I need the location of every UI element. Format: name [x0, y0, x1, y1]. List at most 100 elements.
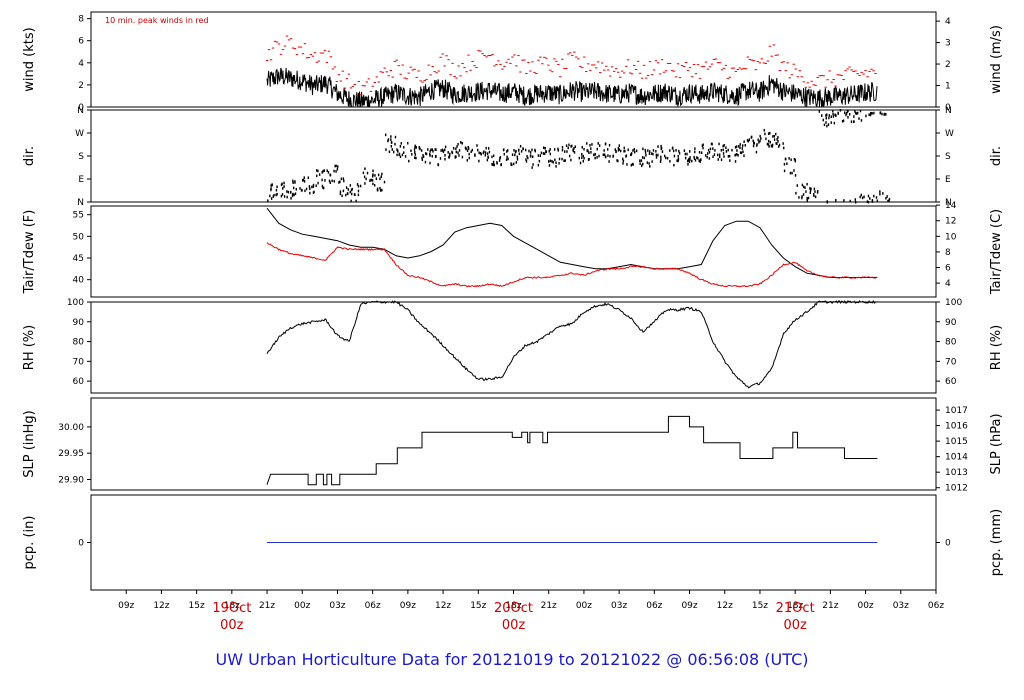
time-tick-label: 06z — [365, 601, 381, 611]
dir-point — [301, 189, 303, 192]
dir-point — [432, 149, 434, 153]
dir-point — [374, 183, 376, 187]
dir-point — [372, 173, 374, 176]
dir-point — [394, 135, 397, 139]
dir-point — [684, 156, 687, 160]
dir-point — [322, 186, 324, 189]
dir-point — [345, 193, 347, 197]
wind-left-tick-label: 0 — [78, 103, 84, 113]
dir-point — [460, 140, 462, 144]
dir-point — [649, 165, 651, 168]
dir-point — [723, 155, 725, 158]
dir-point — [381, 172, 383, 176]
dir-point — [391, 148, 393, 151]
dir-point — [710, 142, 713, 146]
wind-left-tick-label: 6 — [78, 37, 84, 47]
dir-point — [468, 156, 470, 160]
dir-point — [722, 144, 724, 148]
dir-point — [447, 151, 449, 154]
dir-point — [885, 113, 887, 116]
dir-point — [292, 181, 294, 185]
dir-point — [683, 149, 686, 152]
dir-point — [594, 156, 596, 160]
dir-point — [885, 196, 887, 200]
dir-point — [302, 179, 304, 182]
dir-point — [321, 184, 324, 188]
dir-point — [506, 150, 508, 153]
dir-point — [826, 113, 828, 117]
dir-point — [731, 148, 733, 152]
dir-point — [827, 123, 830, 126]
dir-point — [532, 155, 534, 159]
dir-point — [455, 150, 458, 154]
temp-left-tick-label: 55 — [73, 211, 84, 221]
dir-point — [783, 146, 785, 150]
dir-point — [485, 146, 487, 150]
dir-point — [858, 117, 860, 120]
dir-point — [390, 138, 392, 141]
rh-right-tick-label: 70 — [945, 357, 957, 367]
dir-point — [739, 146, 741, 150]
slp-right-tick-label: 1012 — [945, 484, 968, 494]
dir-point — [856, 111, 859, 115]
dir-point — [826, 200, 829, 204]
dir-point — [867, 194, 870, 198]
dir-point — [806, 197, 808, 201]
dir-point — [322, 186, 325, 190]
temp-right-tick-label: 10 — [945, 232, 957, 242]
dir-point — [528, 149, 530, 153]
dir-point — [773, 138, 776, 141]
dir-point — [593, 153, 595, 157]
dir-point — [718, 155, 721, 159]
dir-point — [565, 144, 568, 147]
dir-point — [618, 148, 620, 151]
dir-point — [804, 186, 806, 189]
dir-point — [425, 152, 428, 156]
dir-point — [651, 160, 653, 163]
dir-point — [677, 159, 679, 163]
dir-point — [712, 155, 714, 159]
dir-point — [844, 111, 846, 115]
dir-point — [403, 145, 405, 149]
dir-point — [805, 190, 807, 193]
dir-point — [655, 149, 657, 153]
dir-point — [510, 162, 512, 165]
dir-point — [767, 143, 770, 146]
dir-point — [771, 143, 774, 147]
dir-right-tick-label: N — [945, 198, 952, 208]
day-label-hour: 00z — [220, 618, 244, 633]
dir-point — [846, 110, 849, 113]
dir-point — [308, 185, 311, 188]
dir-point — [343, 179, 345, 183]
dir-point — [673, 154, 676, 158]
dir-point — [791, 171, 793, 175]
dir-point — [276, 185, 278, 189]
slp-line-slp — [266, 415, 878, 486]
dir-point — [834, 113, 836, 117]
dir-point — [431, 148, 434, 151]
dir-point — [572, 148, 574, 152]
dir-point — [294, 181, 296, 184]
dir-point — [530, 155, 532, 158]
dir-point — [379, 189, 382, 192]
dir-point — [608, 143, 611, 147]
dir-point — [384, 133, 387, 137]
dir-right-tick-label: N — [945, 106, 952, 116]
dir-point — [564, 150, 566, 153]
dir-point — [341, 194, 343, 198]
dir-point — [340, 177, 343, 181]
dir-point — [830, 115, 833, 119]
dir-point — [835, 199, 837, 202]
dir-point — [660, 144, 662, 148]
dir-point — [869, 197, 871, 200]
dir-point — [868, 113, 870, 116]
slp-left-tick-label: 29.95 — [58, 449, 84, 459]
rh-right-tick-label: 100 — [945, 298, 962, 308]
dir-point — [270, 197, 273, 200]
dir-point — [549, 159, 552, 163]
time-tick-label: 03z — [893, 601, 909, 611]
dir-point — [716, 153, 719, 157]
dir-point — [642, 162, 644, 166]
dir-point — [555, 165, 557, 168]
dir-point — [758, 140, 760, 144]
